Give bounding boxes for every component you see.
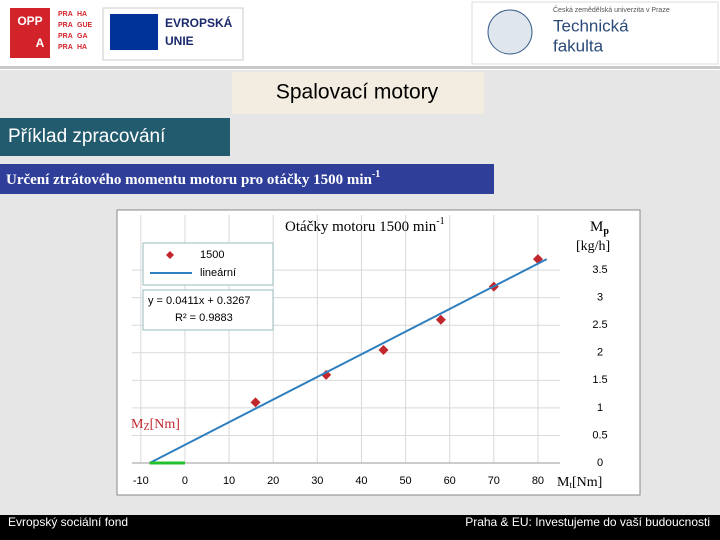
x-tick-label: 30 [311,475,323,487]
praha-text: HA [77,44,87,51]
x-tick-label: 70 [488,475,500,487]
y-tick-label: 3 [597,292,603,304]
x-tick-label: -10 [133,475,149,487]
data-point [435,314,446,325]
legend-label: lineární [200,267,236,279]
y-tick-label: 0 [597,457,603,469]
praha-text: PRA [58,33,73,40]
x-label: Mt[Nm] [557,475,602,490]
y-tick-label: 3.5 [592,264,607,276]
slide-title: Spalovací motory [276,81,439,104]
y-label: Mp [590,219,609,237]
x-label-main: M [557,475,570,490]
eu-text: UNIE [165,34,194,48]
equation: y = 0.0411x + 0.3267 [148,295,251,307]
x-label-sub: t [569,480,572,490]
y-tick-label: 2.5 [592,319,607,331]
praha-text: PRA [58,44,73,51]
praha-text: GA [77,33,88,40]
x-tick-label: 20 [267,475,279,487]
faculty: Technická [553,16,629,35]
faculty-emblem [487,9,533,55]
faculty: fakulta [553,36,604,55]
task-main: Určení ztrátového momentu motoru pro otá… [6,172,373,188]
footer [0,515,720,540]
y-tick-label: 0.5 [592,429,607,441]
y-tick-label: 1 [597,402,603,414]
praha-text: PRA [58,11,73,18]
opp-a: A [36,36,45,50]
x-tick-label: 50 [399,475,411,487]
y-unit: [kg/h] [576,239,610,254]
footer-left: Evropský sociální fond [8,515,128,529]
section-title: Příklad zpracování [8,126,166,147]
header-rule [0,66,720,69]
task-text: Určení ztrátového momentu motoru pro otá… [6,169,380,188]
x-tick-label: 40 [355,475,367,487]
opp-logo [10,8,50,58]
y-tick-label: 1.5 [592,374,607,386]
x-label-unit: [Nm] [572,475,602,490]
x-tick-label: 80 [532,475,544,487]
opp-text: OPP [17,14,42,28]
chart-title-main: Otáčky motoru 1500 min [285,219,437,235]
legend-label: 1500 [200,249,224,261]
y-label-sub: p [603,226,609,237]
data-point [250,397,261,408]
task-bar [0,164,494,194]
praha-text: PRA [58,22,73,29]
title-box [232,72,484,114]
equation-box [142,289,274,331]
x-tick-label: 10 [223,475,235,487]
praha-text: HA [77,11,87,18]
left-label-main: M [131,417,144,432]
x-tick-label: 0 [182,475,188,487]
section-box [0,118,230,156]
data-point [378,345,389,356]
eu-text: EVROPSKÁ [165,15,233,30]
task-sup: -1 [372,169,380,180]
left-label: MZ[Nm] [131,417,180,433]
chart-title: Otáčky motoru 1500 min-1 [285,216,445,235]
left-label-unit: [Nm] [150,417,180,432]
footer-right: Praha & EU: Investujeme do vaší budoucno… [465,515,710,529]
legend [142,242,274,286]
university: Česká zemědělská univerzita v Praze [553,5,670,14]
x-tick-label: 60 [444,475,456,487]
trend-line [149,258,548,464]
r-squared: R² = 0.9883 [175,312,233,324]
praha-text: GUE [77,22,93,29]
chart-title-sup: -1 [436,216,444,227]
y-tick-label: 2 [597,347,603,359]
eu-flag [110,14,158,50]
left-label-sub: Z [143,422,149,433]
y-label-main: M [590,219,603,235]
legend-marker [166,251,174,259]
data-point [321,369,332,380]
